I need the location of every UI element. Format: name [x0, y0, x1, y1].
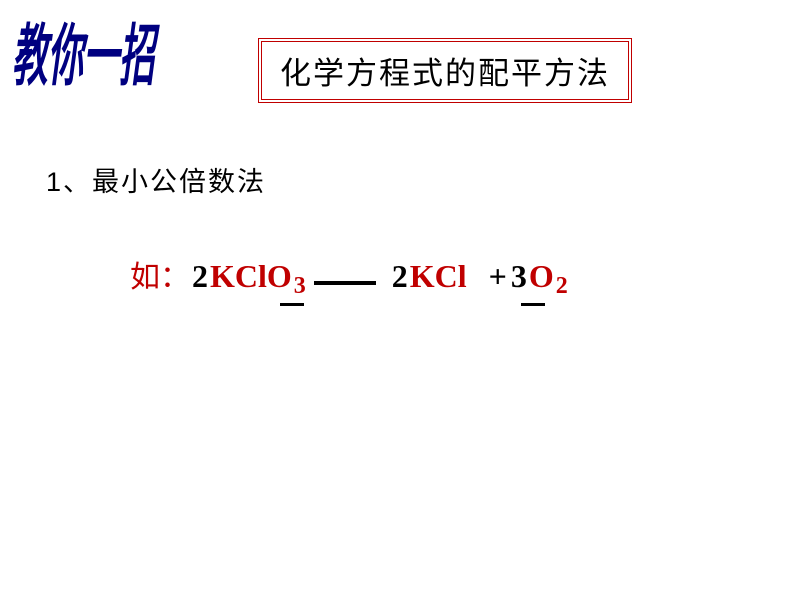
underline-2	[521, 303, 545, 306]
underline-1	[280, 303, 304, 306]
product2-formula: O	[529, 258, 554, 295]
header-tip-text: 教你一招	[12, 21, 155, 95]
reaction-arrow	[314, 281, 376, 285]
header-tip: 教你一招	[12, 2, 155, 100]
method-label: 1、最小公倍数法	[46, 160, 266, 199]
chemical-equation: 如： 2 KClO3 2 KCl + 3 O2	[130, 252, 568, 296]
reactant-formula: KClO	[210, 258, 292, 295]
coefficient-1: 2	[192, 258, 208, 295]
product1-formula: KCl	[410, 258, 467, 295]
reactant-subscript: 3	[294, 273, 306, 300]
equation-prefix: 如：	[130, 252, 190, 296]
product2-subscript: 2	[556, 273, 568, 300]
title-text: 化学方程式的配平方法	[280, 56, 610, 91]
coefficient-2: 2	[392, 258, 408, 295]
coefficient-3: 3	[511, 258, 527, 295]
method-text: 1、最小公倍数法	[46, 167, 266, 197]
plus-sign: +	[489, 258, 507, 295]
title-box: 化学方程式的配平方法	[258, 38, 632, 103]
